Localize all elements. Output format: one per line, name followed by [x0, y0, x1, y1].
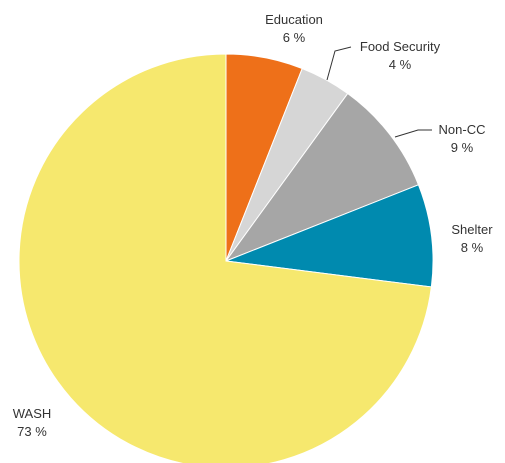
- slice-value-wash: 73 %: [17, 424, 47, 439]
- slice-value-education: 6 %: [283, 30, 306, 45]
- pie-slice-wash: [18, 53, 432, 463]
- slice-value-non-cc: 9 %: [451, 140, 474, 155]
- leader-line-food-security: [326, 46, 352, 81]
- slice-labels: Education 6 % Food Security 4 % Non-CC 9…: [13, 12, 494, 439]
- slice-label-non-cc: Non-CC: [439, 122, 486, 137]
- pie-slice-non-cc: [224, 92, 420, 263]
- pie-slice-shelter: [225, 184, 434, 288]
- slice-value-food-security: 4 %: [389, 57, 412, 72]
- slice-value-shelter: 8 %: [461, 240, 484, 255]
- slice-label-wash: WASH: [13, 406, 52, 421]
- leader-line-non-cc: [394, 129, 432, 138]
- pie-slices: [18, 53, 434, 463]
- slice-label-food-security: Food Security: [360, 39, 441, 54]
- slice-label-education: Education: [265, 12, 323, 27]
- slice-label-shelter: Shelter: [451, 222, 493, 237]
- leader-lines: [326, 46, 432, 138]
